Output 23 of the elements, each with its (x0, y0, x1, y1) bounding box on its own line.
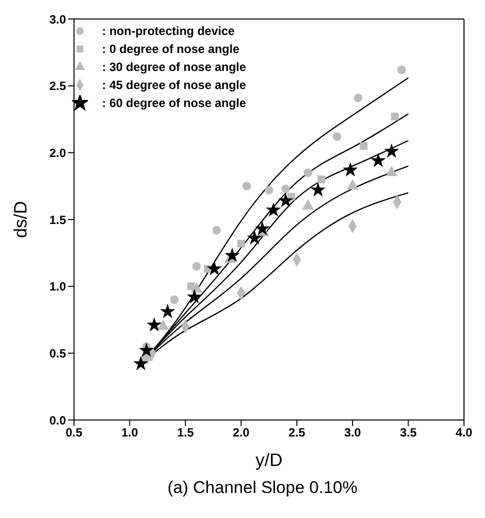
y-tick-label: 1.0 (49, 280, 66, 294)
x-tick-label: 2.5 (288, 426, 306, 440)
y-axis-title: ds/D (10, 200, 30, 238)
legend-label: : 30 degree of nose angle (102, 59, 246, 76)
text: (a) Channel Slope 0.10% (166, 478, 358, 498)
x-tick-label: 1.5 (177, 426, 194, 440)
x-tick-label: 4.0 (456, 426, 473, 440)
x-tick-label: 1.0 (121, 426, 138, 440)
legend-label: : 60 degree of nose angle (102, 95, 246, 112)
y-tick-label: 0.0 (49, 413, 66, 428)
y-tick-label: 2.0 (49, 146, 66, 160)
y-tick-label: 1.5 (49, 212, 66, 227)
x-axis-title: y/D (256, 450, 282, 470)
y-tick-label: 0.5 (49, 346, 66, 360)
y-tick-label: 3.0 (49, 12, 66, 26)
x-tick-label: 3.5 (400, 426, 417, 440)
legend-label: : 45 degree of nose angle (102, 77, 246, 94)
legend-label: : 0 degree of nose angle (102, 41, 240, 58)
x-tick-label: 3.0 (344, 426, 362, 440)
legend-label: : non-protecting device (102, 23, 235, 40)
x-tick-label: 2.0 (232, 426, 250, 440)
x-tick-label: 0.5 (66, 426, 83, 440)
y-tick-label: 2.5 (49, 79, 66, 94)
